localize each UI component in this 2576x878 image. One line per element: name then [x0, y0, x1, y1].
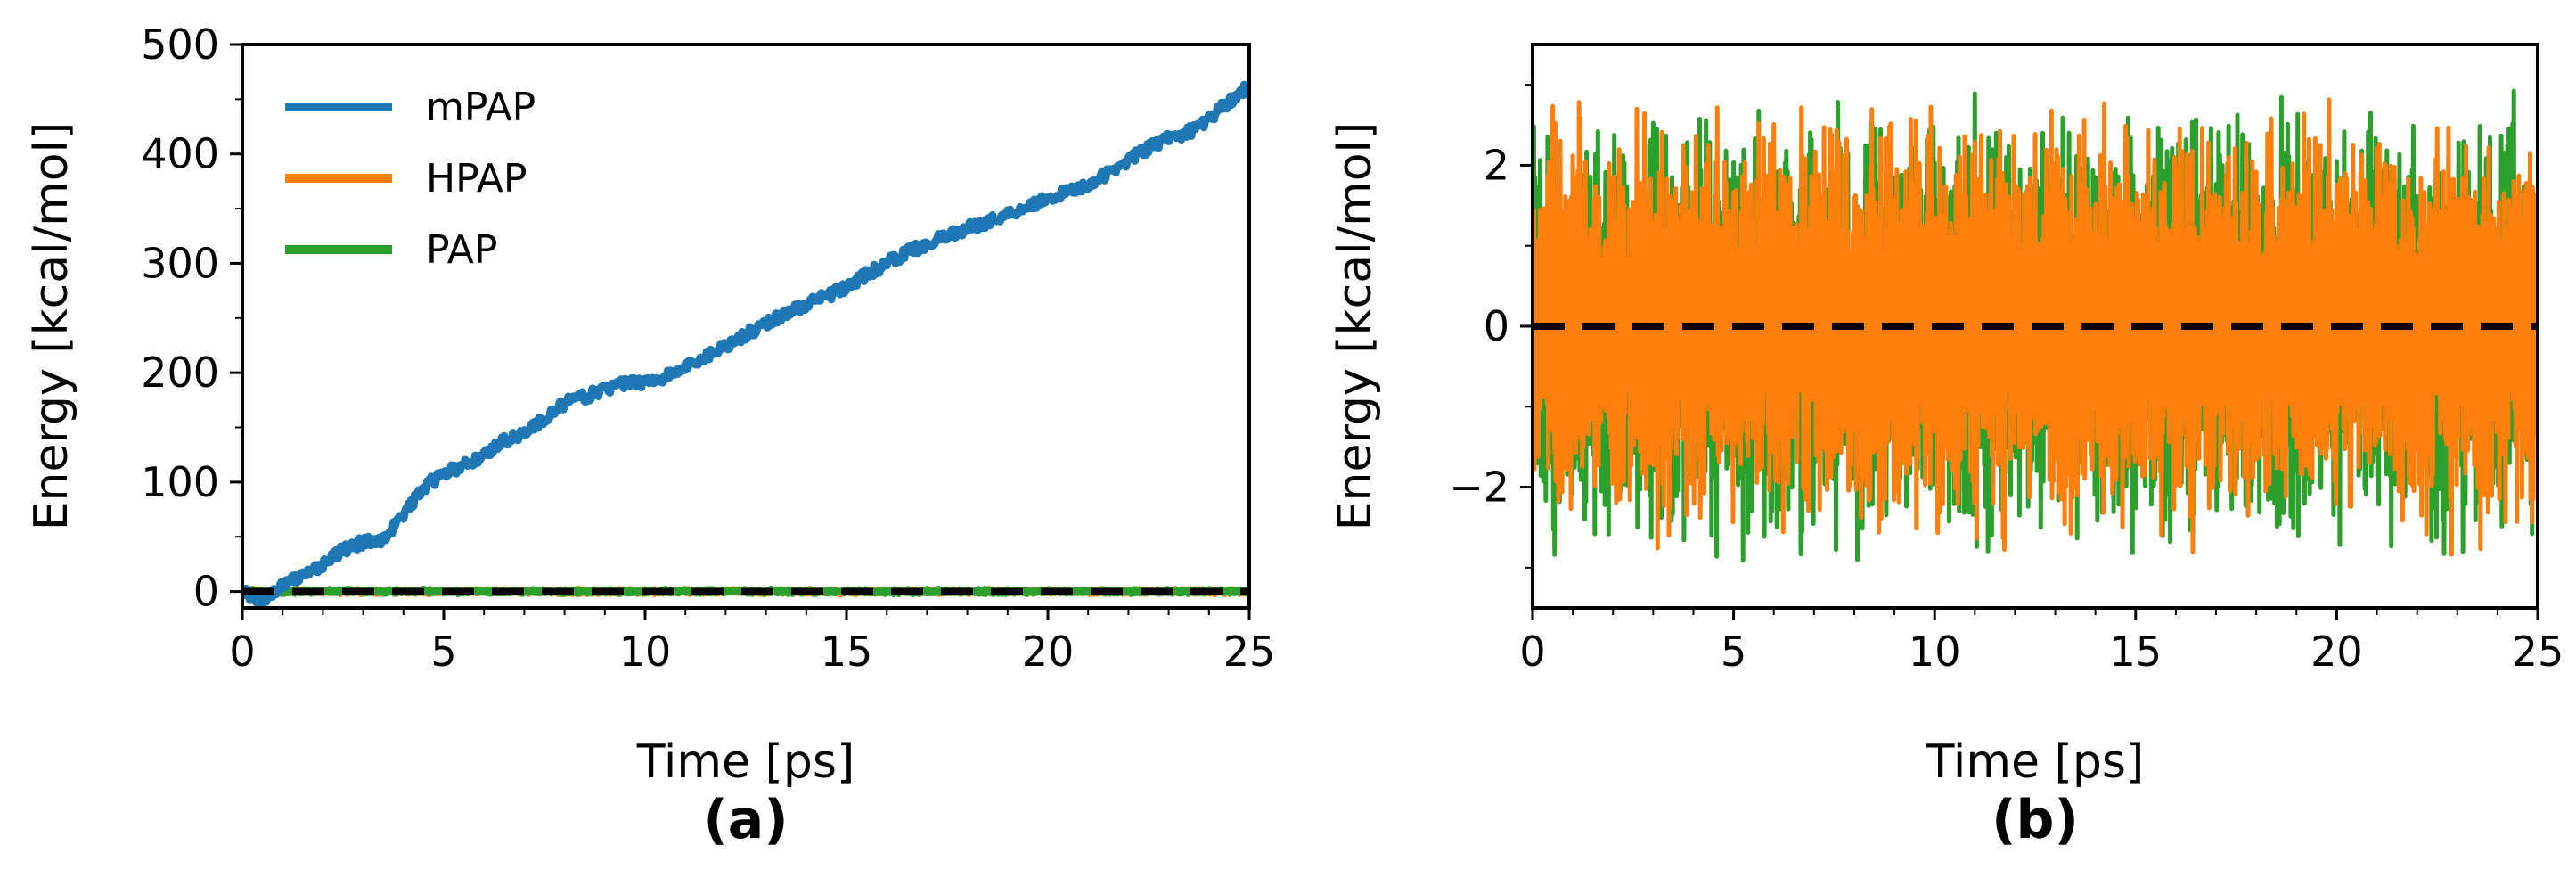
legend-label-mpap: mPAP [426, 85, 536, 130]
panel-b: 0 5 10 15 20 25 −2 0 2 Time [ps] Energy [kcal/mo… [1329, 43, 2564, 851]
x-tick-label: 5 [430, 628, 456, 676]
panel-a-plot [242, 80, 1249, 608]
panel-b-plot [1533, 88, 2538, 563]
panel-a: 0 5 10 15 20 25 0 100 200 300 400 500 mPAP HPAP PAP T… [25, 21, 1275, 851]
x-tick-label: 20 [1022, 628, 1075, 676]
panel-b-series-group [1533, 88, 2538, 563]
panel-b-ticks: 0 5 10 15 20 25 −2 0 2 [1449, 84, 2564, 676]
x-tick-label: 20 [2310, 628, 2363, 676]
panel-a-ylabel: Energy [kcal/mol] [25, 122, 78, 531]
panel-b-xlabel: Time [ps] [1926, 735, 2144, 789]
panel-b-ylabel: Energy [kcal/mol] [1329, 122, 1382, 531]
x-tick-label: 15 [2110, 628, 2163, 676]
panel-a-xlabel: Time [ps] [636, 735, 855, 789]
y-tick-label: 300 [141, 239, 219, 287]
panel-a-legend: mPAP HPAP PAP [285, 85, 536, 273]
panel-a-series-group [242, 80, 1249, 608]
x-tick-label: 0 [1519, 628, 1545, 676]
x-tick-label: 25 [1223, 628, 1276, 676]
y-tick-label: 400 [141, 130, 219, 178]
x-tick-label: 10 [619, 628, 672, 676]
y-tick-label: 200 [141, 349, 219, 397]
x-tick-label: 10 [1909, 628, 1961, 676]
x-tick-label: 15 [821, 628, 873, 676]
legend-label-hpap: HPAP [426, 156, 527, 201]
y-tick-label: 500 [141, 21, 219, 69]
y-tick-label: −2 [1449, 464, 1509, 512]
panel-a-frame [241, 43, 1251, 610]
x-tick-label: 5 [1721, 628, 1746, 676]
panel-a-label: (a) [703, 789, 788, 851]
y-tick-label: 0 [193, 568, 219, 616]
series-hpap-line [1533, 97, 2538, 557]
series-mpap-line [242, 80, 1249, 608]
y-tick-label: 0 [1484, 302, 1509, 350]
y-tick-label: 2 [1484, 141, 1509, 189]
legend-label-pap: PAP [426, 227, 497, 273]
y-tick-label: 100 [141, 458, 219, 506]
x-tick-label: 25 [2512, 628, 2564, 676]
panel-a-ticks: 0 5 10 15 20 25 0 100 200 300 400 500 [141, 21, 1275, 676]
panel-b-label: (b) [1991, 789, 2079, 851]
x-tick-label: 0 [229, 628, 255, 676]
